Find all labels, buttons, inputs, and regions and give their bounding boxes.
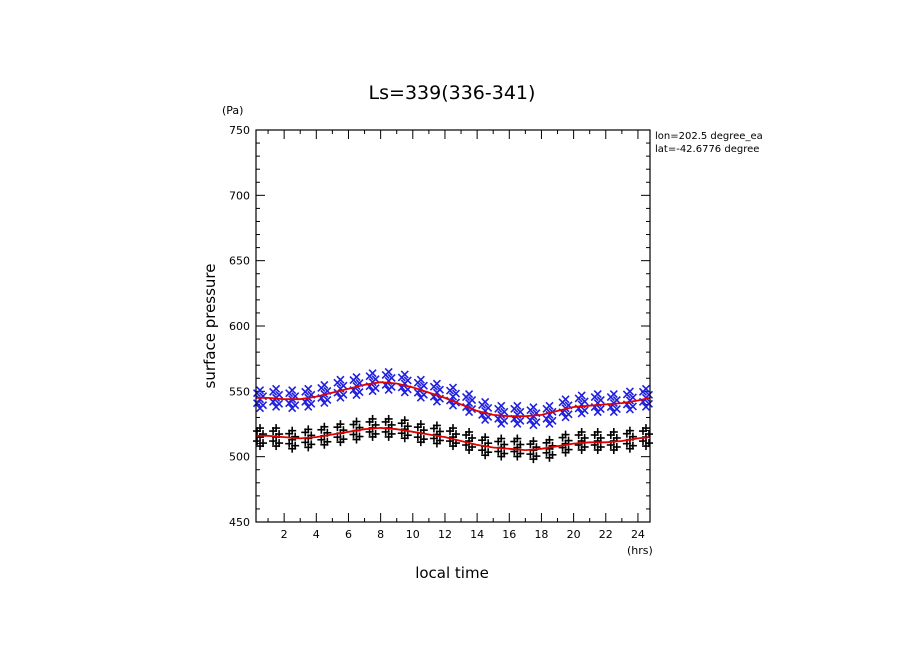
x-tick-label: 18 xyxy=(534,528,548,541)
x-marker-point xyxy=(317,380,332,408)
y-unit-label: (Pa) xyxy=(222,104,243,117)
y-tick-label: 450 xyxy=(229,516,250,529)
plus-marker-point xyxy=(462,427,477,454)
x-marker-point xyxy=(333,375,348,402)
plus-marker-point xyxy=(285,426,300,453)
x-tick-label: 10 xyxy=(406,528,420,541)
x-axis-label: local time xyxy=(415,564,489,582)
x-marker-point xyxy=(510,401,525,428)
y-tick-label: 750 xyxy=(229,124,250,137)
chart-title: Ls=339(336-341) xyxy=(369,82,536,104)
x-unit-label: (hrs) xyxy=(627,544,653,557)
x-marker-point xyxy=(622,387,637,414)
x-tick-label: 22 xyxy=(599,528,613,541)
x-tick-label: 16 xyxy=(502,528,516,541)
x-tick-label: 2 xyxy=(281,528,288,541)
plus-marker-point xyxy=(365,414,380,441)
x-tick-label: 4 xyxy=(313,528,320,541)
x-marker-point xyxy=(445,383,461,410)
x-marker-point xyxy=(381,367,396,394)
y-tick-label: 600 xyxy=(229,320,250,333)
x-tick-label: 6 xyxy=(345,528,352,541)
x-marker-point xyxy=(478,397,493,424)
x-tick-label: 24 xyxy=(631,528,645,541)
y-tick-label: 700 xyxy=(229,189,250,202)
y-tick-label: 500 xyxy=(229,451,250,464)
plus-marker-point xyxy=(558,430,573,457)
annotation-lat: lat=-42.6776 degree xyxy=(655,144,759,155)
y-axis-label: surface pressure xyxy=(201,264,219,389)
x-marker-point xyxy=(590,390,605,417)
fit-line xyxy=(256,381,651,418)
plus-marker-point xyxy=(253,424,268,451)
plus-marker-point xyxy=(574,427,589,454)
x-tick-label: 14 xyxy=(470,528,484,541)
x-marker-point xyxy=(301,384,316,411)
plus-marker-point xyxy=(381,414,396,441)
plus-marker-point xyxy=(510,434,525,461)
plus-marker-point xyxy=(526,437,541,464)
x-marker-point xyxy=(429,379,444,406)
data-marks xyxy=(252,367,654,464)
x-tick-label: 12 xyxy=(438,528,452,541)
fit-lines xyxy=(256,381,651,452)
y-tick-label: 650 xyxy=(229,255,250,268)
x-tick-label: 8 xyxy=(377,528,384,541)
annotation-lon: lon=202.5 degree_ea xyxy=(655,131,763,142)
x-marker-point xyxy=(462,390,477,417)
x-marker-point xyxy=(269,384,284,411)
y-tick-label: 550 xyxy=(229,385,250,398)
fit-line xyxy=(256,426,651,452)
plot-frame xyxy=(255,129,651,523)
x-marker-point xyxy=(252,386,268,413)
plus-marker-point xyxy=(397,416,412,443)
x-tick-label: 20 xyxy=(567,528,581,541)
x-marker-point xyxy=(574,391,589,418)
plus-marker-point xyxy=(590,427,605,454)
